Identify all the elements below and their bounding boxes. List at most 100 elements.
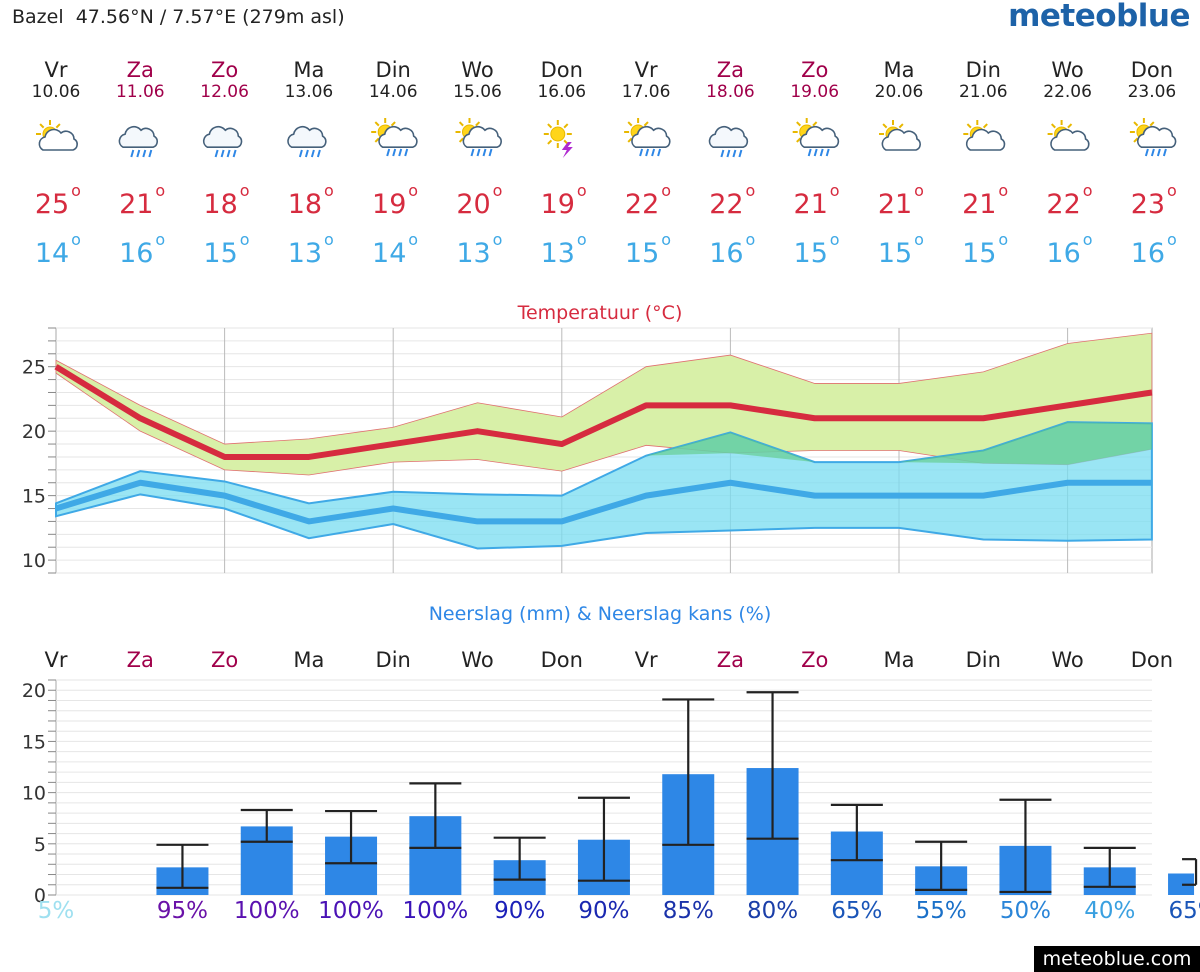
degree-mark: o [577, 181, 587, 200]
precip-probability: 40% [1084, 898, 1135, 924]
degree-mark: o [324, 230, 334, 249]
degree-mark: o [746, 230, 756, 249]
max-temp: 22 [709, 189, 743, 220]
degree-mark: o [240, 230, 250, 249]
day-name: Ma [293, 58, 324, 82]
min-temp: 16 [119, 238, 153, 269]
degree-mark: o [998, 230, 1008, 249]
sun-cloud-icon [36, 120, 78, 151]
precip-probability: 90% [578, 898, 629, 924]
precip-bar [1168, 873, 1195, 895]
precip-probability: 100% [234, 898, 300, 924]
day-name: Ma [884, 58, 915, 82]
degree-mark: o [324, 181, 334, 200]
degree-mark: o [830, 181, 840, 200]
degree-mark: o [408, 181, 418, 200]
precip-probability: 95% [157, 898, 208, 924]
degree-mark: o [661, 181, 671, 200]
precip-range-whisker [1083, 846, 1136, 888]
day-name: Din [376, 58, 411, 82]
y-tick-label: 15 [22, 486, 46, 508]
precip-day-label: Vr [45, 648, 68, 672]
max-temp: 19 [372, 189, 406, 220]
min-temp: 15 [962, 238, 996, 269]
day-date: 13.06 [285, 82, 334, 102]
sun-rain-icon [624, 118, 671, 157]
brand-logo[interactable]: meteoblue [1008, 0, 1190, 34]
footer-brand-link[interactable]: meteoblue.com [1034, 946, 1200, 972]
degree-mark: o [746, 181, 756, 200]
max-temp-line [54, 364, 1153, 460]
precip-day-label: Din [966, 648, 1001, 672]
y-tick-label: 5 [34, 834, 46, 856]
day-name: Zo [801, 58, 828, 82]
degree-mark: o [71, 181, 81, 200]
precip-day-label: Za [127, 648, 154, 672]
min-temp: 14 [35, 238, 69, 269]
precip-day-label: Za [717, 648, 744, 672]
precip-probability: 65% [1168, 898, 1200, 924]
precip-day-label: Don [541, 648, 583, 672]
day-date: 21.06 [959, 82, 1008, 102]
precip-day-label: Zo [801, 648, 828, 672]
precip-range-whisker [156, 843, 209, 889]
sun-rain-icon [371, 118, 418, 157]
max-temp: 21 [119, 189, 153, 220]
location-name: Bazel [12, 6, 64, 28]
temperature-chart-title: Temperatuur (°C) [517, 302, 683, 324]
sun-rain-icon [792, 118, 840, 157]
degree-mark: o [408, 230, 418, 249]
precip-range-whisker [746, 691, 799, 840]
location-coordinates: 47.56°N / 7.57°E (279m asl) [75, 6, 345, 28]
precip-probability: 85% [663, 898, 714, 924]
min-temp: 16 [709, 238, 743, 269]
min-temp: 15 [794, 238, 828, 269]
precip-range-whisker [999, 798, 1052, 894]
day-name: Din [966, 58, 1001, 82]
precip-day-label: Din [376, 648, 411, 672]
precip-range-whisker [325, 809, 378, 865]
day-date: 11.06 [116, 82, 165, 102]
min-temp-line [55, 479, 1152, 525]
y-tick-label: 25 [22, 357, 46, 379]
precip-day-label: Ma [293, 648, 324, 672]
precip-probability: 55% [916, 898, 967, 924]
max-temp: 21 [794, 189, 828, 220]
y-tick-label: 20 [22, 680, 46, 702]
day-name: Don [541, 58, 583, 82]
min-temp: 13 [456, 238, 490, 269]
day-date: 14.06 [369, 82, 418, 102]
precip-range-whisker [915, 840, 968, 891]
precip-probability: 100% [402, 898, 468, 924]
day-date: 10.06 [32, 82, 81, 102]
day-date: 17.06 [622, 82, 671, 102]
degree-mark: o [71, 230, 81, 249]
degree-mark: o [493, 181, 503, 200]
degree-mark: o [1167, 230, 1177, 249]
precip-day-label: Vr [635, 648, 658, 672]
day-name: Wo [1051, 58, 1083, 82]
min-temp: 15 [203, 238, 237, 269]
degree-mark: o [1083, 230, 1093, 249]
day-name: Vr [45, 58, 68, 82]
day-name: Za [717, 58, 744, 82]
sun-cloud-icon [963, 120, 1006, 151]
degree-mark: o [830, 230, 840, 249]
day-date: 12.06 [200, 82, 249, 102]
precip-day-label: Don [1131, 648, 1173, 672]
location-header: Bazel 47.56°N / 7.57°E (279m asl) [12, 6, 345, 28]
sun-rain-icon [1129, 118, 1177, 157]
degree-mark: o [240, 181, 250, 200]
y-tick-label: 0 [34, 885, 46, 907]
day-name: Vr [635, 58, 658, 82]
degree-mark: o [577, 230, 587, 249]
precip-day-label: Zo [211, 648, 238, 672]
precip-range-whisker [493, 836, 546, 881]
sun-cloud-icon [879, 120, 921, 151]
day-name: Zo [211, 58, 238, 82]
degree-mark: o [914, 230, 924, 249]
day-date: 19.06 [790, 82, 839, 102]
day-date: 23.06 [1128, 82, 1177, 102]
max-temp: 18 [288, 189, 322, 220]
